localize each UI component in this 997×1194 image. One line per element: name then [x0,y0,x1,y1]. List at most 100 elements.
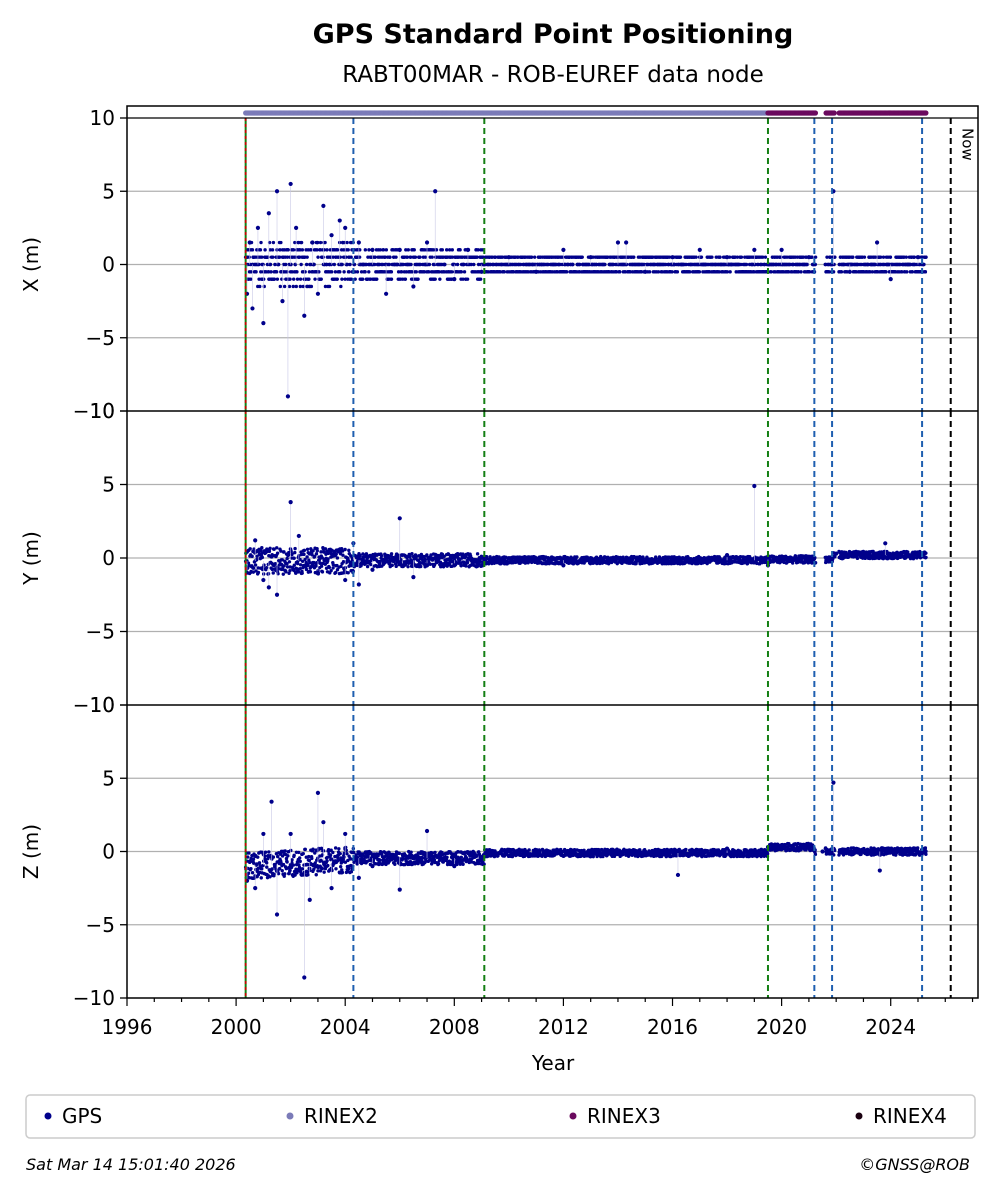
gps-point [289,262,293,267]
gps-point [433,277,437,281]
gps-point [561,247,566,252]
gps-point [923,270,928,274]
gps-point [302,552,306,557]
gps-point [261,572,266,576]
gps-point [333,270,338,274]
gps-point [280,277,284,281]
gps-point [410,552,414,556]
gps-point [247,851,251,855]
chart-subtitle: RABT00MAR - ROB-EUREF data node [342,62,763,88]
gps-point [905,270,909,274]
gps-point [476,262,481,267]
gps-point [670,270,674,274]
gps-point [675,270,680,274]
gps-point [271,255,275,259]
gps-point [445,855,449,859]
gps-point [378,858,382,862]
gps-point [255,225,261,230]
gps-point [724,552,730,558]
gps-point [728,270,732,274]
gps-point [450,248,454,252]
gps-point [296,533,301,539]
gps-point [370,567,375,572]
gps-point [888,255,893,259]
gps-point [249,270,253,274]
gps-point [405,255,410,259]
y-tick-label: −10 [73,399,115,423]
gps-point [262,563,266,567]
gps-point [305,255,309,259]
gps-point [329,270,334,274]
gps-point [294,284,298,289]
gps-point [285,255,290,259]
gps-point [299,240,304,245]
gps-point [260,255,264,259]
gps-point [299,262,303,267]
y-tick-label: 5 [102,473,115,497]
gps-point [251,857,256,861]
gps-point [924,555,928,560]
y-tick-label: 10 [90,106,115,130]
gps-point [282,550,286,554]
gps-point [424,240,430,245]
gps-point [884,270,888,274]
gps-point [390,563,394,567]
gps-point [338,851,342,856]
gps-point [624,240,629,245]
gps-point [248,547,252,551]
gps-point [283,872,287,876]
gps-point [333,846,338,850]
gps-point [369,562,373,567]
gps-point [506,255,511,260]
gps-point [334,867,338,871]
gps-point [308,569,313,574]
gps-point [331,850,335,855]
gps-point [291,284,295,289]
gps-point [335,277,339,281]
gps-point [260,867,264,871]
gps-point [450,270,454,274]
gps-point [252,566,256,570]
gps-point [924,255,928,259]
gps-point [340,870,345,875]
gps-point [617,270,622,274]
gps-point [472,262,476,267]
gps-point [303,255,307,259]
gps-point [425,553,429,557]
gps-point [465,277,470,281]
gps-point [401,262,406,267]
gps-point [427,262,432,267]
gps-point [331,255,335,259]
gps-point [261,577,266,583]
gps-point [329,233,334,238]
gps-point [346,248,350,252]
gps-point [274,189,280,194]
gps-point [315,291,321,296]
gps-point [300,867,305,871]
gps-point [335,556,340,560]
gps-point [266,585,271,590]
gps-point [249,277,253,281]
gps-point [256,855,260,859]
gps-point [293,262,298,267]
gps-point [309,248,313,252]
gps-point [862,255,867,259]
gps-point [326,557,330,561]
gps-point [316,255,320,259]
gps-point [270,248,275,252]
gps-point [418,262,423,267]
gps-point [384,248,389,252]
gps-point [418,255,422,259]
gps-point [806,255,811,260]
gps-point [615,555,621,561]
gps-point [314,552,319,556]
gps-point [295,277,300,281]
gps-point [465,560,470,565]
gps-point [275,854,280,859]
gps-point [851,255,855,259]
gps-point [319,277,323,281]
gps-point [298,248,302,252]
gps-point [288,569,292,573]
gps-point [280,868,284,873]
gps-point [286,248,290,252]
